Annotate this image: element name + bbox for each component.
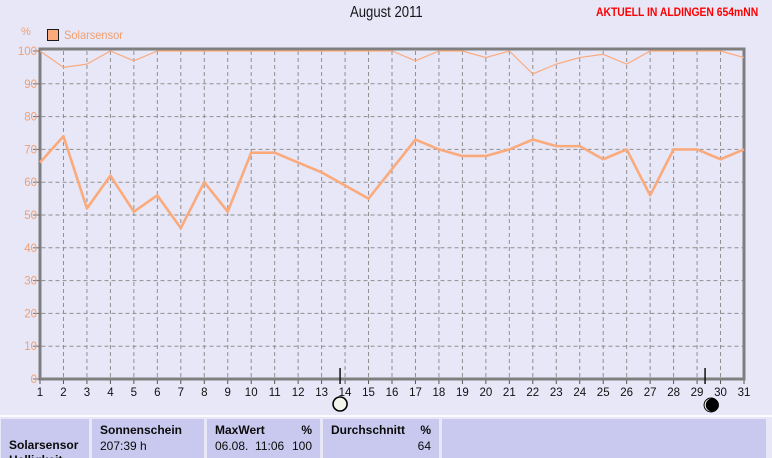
table-cell-sensor: Solarsensor Helligkeit	[1, 419, 89, 458]
y-tick-label: 10	[24, 341, 37, 353]
x-tick-label: 21	[503, 387, 516, 399]
x-tick-label: 7	[178, 387, 184, 399]
x-tick-label: 10	[245, 387, 258, 399]
status-banner: AKTUELL IN ALDINGEN 654mNN	[595, 7, 758, 19]
x-tick-label: 6	[154, 387, 160, 399]
table-cell-sonnenschein: Sonnenschein 207:39 h	[92, 419, 204, 458]
y-tick-label: 0	[31, 374, 37, 386]
x-tick-label: 14	[339, 387, 352, 399]
x-tick-label: 20	[479, 387, 492, 399]
x-tick-label: 2	[60, 387, 66, 399]
series-top-line	[39, 50, 745, 75]
y-tick-label: 100	[18, 46, 37, 58]
table-cell-maxwert: MaxWert % 06.08. 11:06 100	[207, 419, 320, 458]
y-tick-label: 60	[24, 177, 37, 189]
x-tick-label: 29	[691, 387, 704, 399]
y-tick-label: 50	[24, 210, 37, 222]
x-tick-label: 12	[292, 387, 305, 399]
page-title-text: August 2011	[349, 4, 423, 21]
durchschnitt-header: Durchschnitt	[331, 423, 406, 437]
plot-border	[38, 47, 746, 381]
x-tick-label: 3	[84, 387, 90, 399]
sonnenschein-header: Sonnenschein	[100, 423, 183, 437]
x-tick-label: 31	[738, 387, 751, 399]
x-tick-label: 30	[714, 387, 727, 399]
page-title: August 2011	[0, 4, 772, 22]
full-moon-icon	[332, 396, 348, 412]
sensor-name-line1: Solarsensor	[9, 438, 79, 452]
y-tick-label: 40	[24, 243, 37, 255]
durchschnitt-percent: 64	[417, 439, 431, 453]
series-solarsensor	[39, 134, 745, 230]
sonnenschein-value: 207:39 h	[100, 439, 147, 453]
summary-table: Solarsensor Helligkeit Sonnenschein 207:…	[0, 415, 772, 458]
durchschnitt-unit: %	[420, 423, 431, 437]
x-tick-label: 8	[201, 387, 207, 399]
maxwert-percent: 100	[291, 439, 312, 453]
x-tick-label: 4	[107, 387, 114, 399]
legend-swatch-icon	[47, 29, 59, 41]
x-tick-label: 16	[386, 387, 399, 399]
maxwert-unit: %	[301, 423, 312, 437]
x-tick-label: 27	[644, 387, 657, 399]
maxwert-datetime: 06.08. 11:06	[215, 439, 285, 453]
x-tick-label: 13	[315, 387, 328, 399]
y-tick-label: 90	[24, 79, 37, 91]
maxwert-header: MaxWert	[215, 423, 265, 437]
y-tick-label: 70	[24, 144, 37, 156]
y-tick-label: 30	[24, 276, 37, 288]
x-tick-label: 26	[620, 387, 633, 399]
y-tick-label: 80	[24, 112, 37, 124]
x-tick-label: 28	[667, 387, 680, 399]
x-tick-label: 1	[37, 387, 43, 399]
x-tick-label: 17	[409, 387, 422, 399]
y-tick-label: 20	[24, 308, 37, 320]
x-tick-label: 19	[456, 387, 469, 399]
x-tick-label: 15	[362, 387, 375, 399]
x-tick-label: 11	[269, 387, 281, 399]
table-cell-empty	[442, 419, 766, 458]
table-cell-durchschnitt: Durchschnitt % 64	[323, 419, 439, 458]
x-tick-label: 18	[433, 387, 446, 399]
x-tick-label: 9	[225, 387, 231, 399]
y-axis-unit-label: %	[21, 26, 31, 38]
new-moon-icon-fill	[705, 398, 719, 412]
legend: Solarsensor	[47, 28, 128, 42]
x-tick-label: 23	[550, 387, 563, 399]
legend-label: Solarsensor	[64, 28, 123, 42]
x-tick-label: 24	[573, 387, 586, 399]
x-tick-label: 5	[131, 387, 137, 399]
sensor-name-line2: Helligkeit	[9, 453, 81, 458]
x-tick-label: 25	[597, 387, 610, 399]
x-tick-label: 22	[526, 387, 539, 399]
